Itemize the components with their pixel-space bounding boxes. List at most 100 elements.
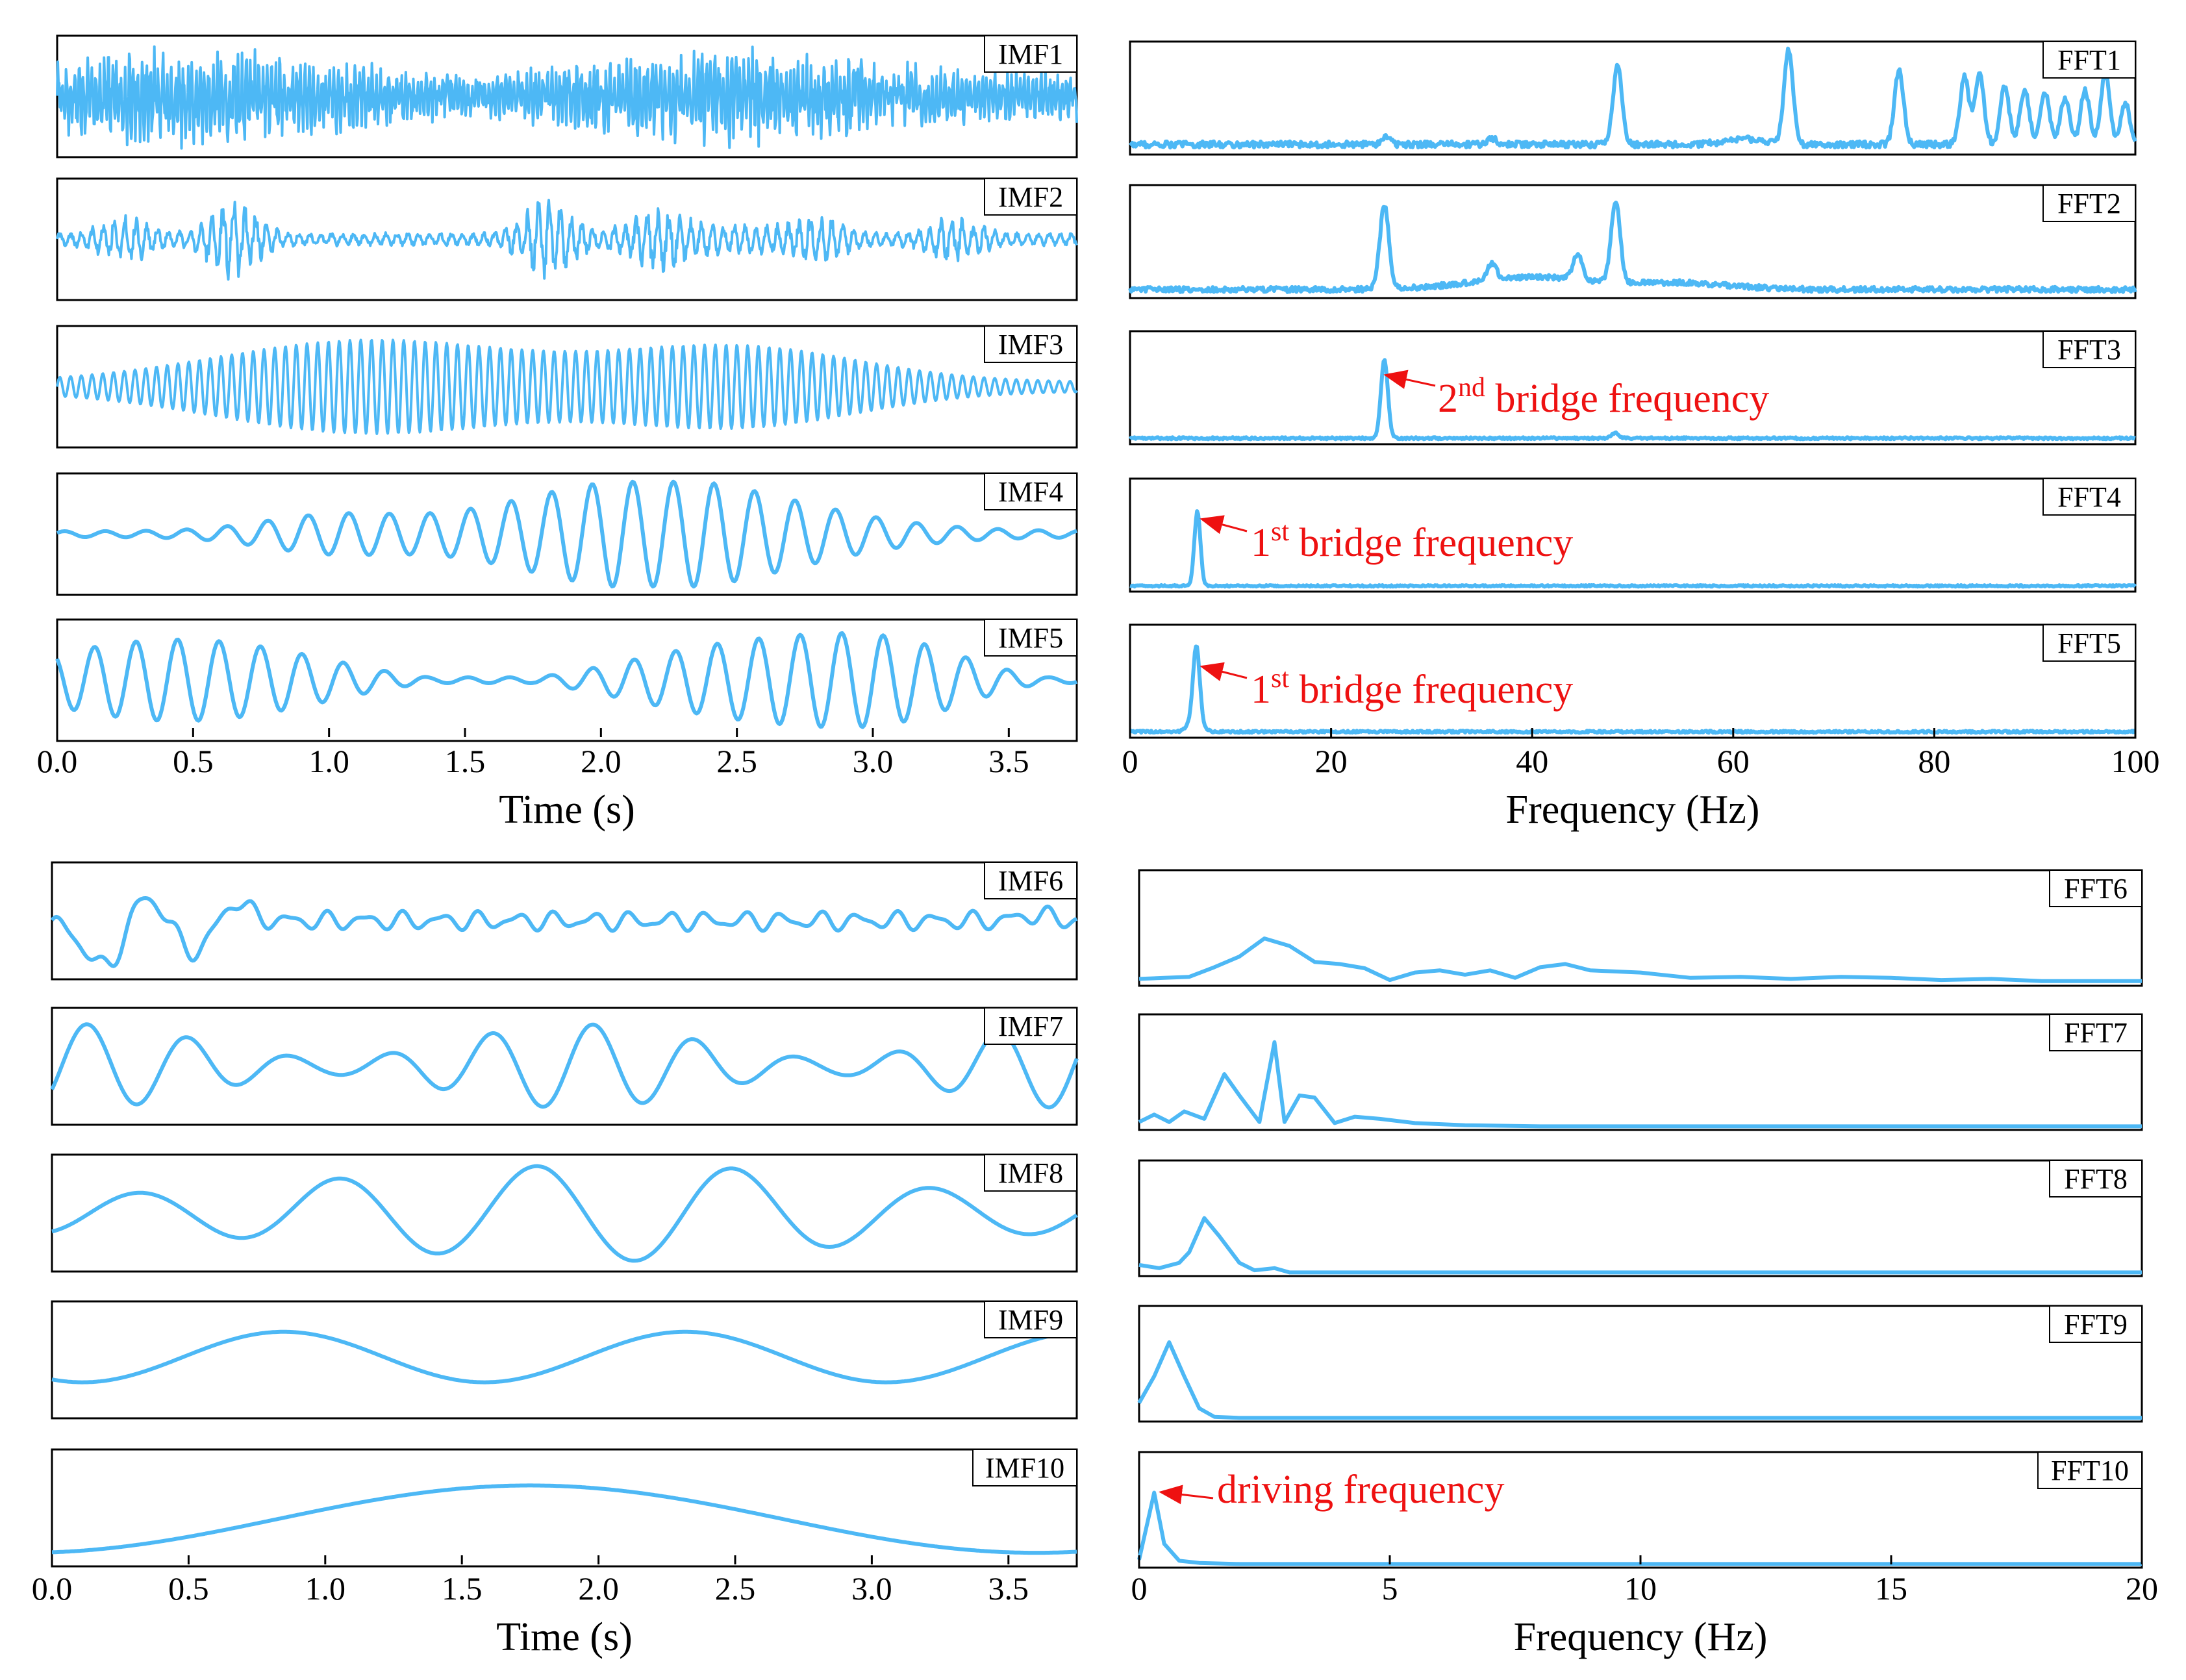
fft5-annotation-arrow xyxy=(1200,662,1248,681)
tick-label-top-time-5: 2.5 xyxy=(716,743,757,779)
fft5-annotation-ordinal: 1 xyxy=(1251,668,1271,712)
panel-label-imf9: IMF9 xyxy=(998,1304,1063,1336)
panel-imf7: IMF7 xyxy=(50,1007,1079,1126)
fft5-annotation-sup: st xyxy=(1271,664,1289,694)
series-line-fft1 xyxy=(1129,46,2137,150)
panel-label-fft3: FFT3 xyxy=(2057,334,2121,366)
axis-top-time: 0.0 0.5 1.0 1.5 2.0 2.5 3.0 3.5 Time (s) xyxy=(37,728,1029,832)
axis-label-bottom-time: Time (s) xyxy=(496,1615,633,1659)
panel-label-imf2: IMF2 xyxy=(998,181,1063,213)
series-line-fft10 xyxy=(1137,1490,2142,1566)
panel-frame-imf7 xyxy=(51,1007,1078,1126)
tick-label-top-time-1: 0.5 xyxy=(173,743,214,779)
panel-label-box-fft1 xyxy=(2042,41,2136,79)
panel-label-fft10: FFT10 xyxy=(2051,1455,2129,1486)
panel-label-fft4: FFT4 xyxy=(2057,481,2121,513)
tick-label-top-freq-0: 0 xyxy=(1122,743,1138,779)
series-line-fft2 xyxy=(1128,200,2137,294)
tick-label-top-time-0: 0.0 xyxy=(37,743,78,779)
series-line-fft6 xyxy=(1138,936,2142,983)
series-line-fft4 xyxy=(1129,509,2137,589)
axis-bottom-freq: 0 5 10 15 20 Frequency (Hz) xyxy=(1131,1555,2158,1659)
panel-imf2: IMF2 xyxy=(56,177,1078,301)
series-line-imf9 xyxy=(51,1329,1077,1385)
series-line-fft8 xyxy=(1138,1216,2142,1275)
panel-label-imf7: IMF7 xyxy=(998,1010,1063,1042)
panel-frame-fft10 xyxy=(1138,1451,2143,1569)
tick-label-bottom-time-3: 1.5 xyxy=(442,1570,483,1607)
panel-label-imf10: IMF10 xyxy=(985,1452,1064,1484)
panel-imf3: IMF3 xyxy=(56,325,1078,449)
panel-fft3: FFT3 xyxy=(1128,330,2137,445)
tick-label-bottom-freq-3: 15 xyxy=(1875,1570,1907,1607)
panel-frame-fft3 xyxy=(1129,330,2137,445)
panel-label-box-imf6 xyxy=(984,862,1077,899)
panel-label-fft8: FFT8 xyxy=(2064,1163,2128,1195)
fft3-annotation-text: bridge frequency xyxy=(1485,377,1769,421)
panel-label-imf1: IMF1 xyxy=(998,38,1063,70)
series-line-fft5 xyxy=(1129,644,2137,735)
panel-label-box-fft9 xyxy=(2049,1305,2142,1343)
tick-label-top-time-2: 1.0 xyxy=(308,743,349,779)
tick-label-top-time-3: 1.5 xyxy=(445,743,486,779)
panel-fft1: FFT1 xyxy=(1129,40,2137,156)
tick-label-bottom-freq-4: 20 xyxy=(2126,1570,2158,1607)
series-line-imf10 xyxy=(51,1483,1077,1555)
fft4-annotation-ordinal: 1 xyxy=(1251,521,1271,565)
fft10-annotation-arrow xyxy=(1159,1485,1214,1505)
series-line-imf2 xyxy=(56,199,1078,281)
series-line-imf4 xyxy=(56,479,1077,589)
axis-bottom-time: 0.0 0.5 1.0 1.5 2.0 2.5 3.0 3.5 Time (s) xyxy=(32,1555,1029,1659)
series-line-imf8 xyxy=(51,1164,1078,1263)
panel-label-box-imf10 xyxy=(972,1449,1077,1486)
panel-label-fft7: FFT7 xyxy=(2064,1017,2128,1049)
tick-label-top-time-6: 3.0 xyxy=(853,743,894,779)
tick-label-bottom-freq-0: 0 xyxy=(1131,1570,1148,1607)
panel-label-fft6: FFT6 xyxy=(2064,873,2128,905)
tick-label-bottom-time-0: 0.0 xyxy=(32,1570,73,1607)
fft5-annotation: 1st bridge frequency xyxy=(1251,664,1573,712)
tick-label-top-freq-1: 20 xyxy=(1315,743,1348,779)
panel-imf10: IMF10 xyxy=(51,1448,1078,1568)
tick-label-bottom-time-4: 2.0 xyxy=(578,1570,619,1607)
panel-fft7: FFT7 xyxy=(1138,1013,2143,1131)
panel-label-box-fft5 xyxy=(2042,624,2136,662)
panel-label-fft1: FFT1 xyxy=(2057,44,2121,76)
panel-label-imf8: IMF8 xyxy=(998,1157,1063,1189)
panel-fft5: FFT5 xyxy=(1129,623,2137,739)
panel-imf1: IMF1 xyxy=(56,34,1078,158)
panel-label-box-fft2 xyxy=(2042,184,2136,222)
axis-label-top-freq: Frequency (Hz) xyxy=(1506,788,1760,832)
panel-imf5: IMF5 xyxy=(55,618,1078,742)
tick-label-top-freq-3: 60 xyxy=(1717,743,1750,779)
tick-label-top-time-4: 2.0 xyxy=(581,743,622,779)
panel-label-imf4: IMF4 xyxy=(998,476,1063,508)
panel-label-box-imf5 xyxy=(984,619,1077,657)
panel-label-box-fft6 xyxy=(2049,870,2142,907)
panel-label-fft9: FFT9 xyxy=(2064,1309,2128,1340)
series-line-imf5 xyxy=(55,631,1078,729)
panel-fft9: FFT9 xyxy=(1137,1305,2143,1423)
panel-frame-fft5 xyxy=(1129,623,2137,739)
panel-label-box-fft10 xyxy=(2037,1451,2142,1489)
fft3-annotation-sup: nd xyxy=(1458,373,1485,403)
tick-label-bottom-time-6: 3.0 xyxy=(851,1570,892,1607)
panel-label-box-imf4 xyxy=(984,473,1077,510)
panel-label-imf5: IMF5 xyxy=(998,622,1063,654)
series-line-imf1 xyxy=(56,45,1078,150)
panel-frame-imf4 xyxy=(56,472,1078,596)
tick-label-top-time-7: 3.5 xyxy=(988,743,1029,779)
fft10-annotation: driving frequency xyxy=(1217,1468,1504,1512)
tick-label-top-freq-4: 80 xyxy=(1918,743,1950,779)
tick-label-bottom-time-7: 3.5 xyxy=(988,1570,1029,1607)
panel-imf9: IMF9 xyxy=(51,1300,1078,1420)
panel-fft4: FFT4 xyxy=(1129,477,2137,593)
panel-label-box-imf3 xyxy=(984,325,1077,363)
panel-label-box-imf7 xyxy=(984,1007,1077,1045)
panel-frame-fft9 xyxy=(1138,1305,2143,1423)
fft3-annotation-ordinal: 2 xyxy=(1438,377,1458,421)
tick-label-bottom-time-2: 1.0 xyxy=(305,1570,346,1607)
panel-label-box-imf9 xyxy=(984,1301,1077,1338)
series-line-fft9 xyxy=(1137,1340,2142,1420)
